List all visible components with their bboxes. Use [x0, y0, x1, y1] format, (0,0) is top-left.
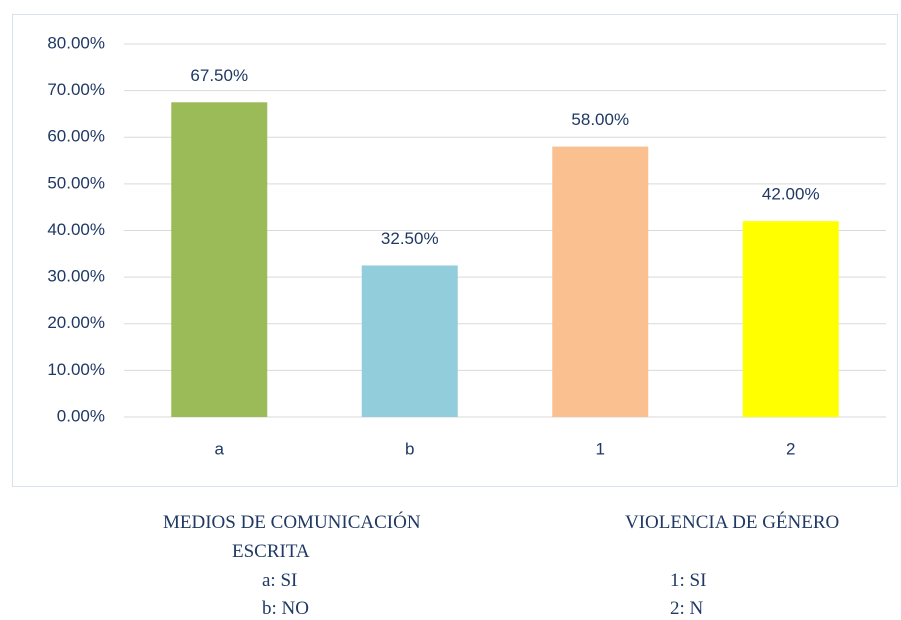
y-tick-label: 0.00% — [57, 406, 105, 425]
annotation: b: NO — [262, 598, 309, 619]
value-label: 58.00% — [571, 110, 629, 129]
chart: 0.00% 10.00% 20.00% 30.00% 40.00% 50.00% 60.00… — [12, 14, 898, 487]
value-label: 67.50% — [190, 66, 248, 85]
y-tick-label: 30.00% — [47, 267, 105, 286]
bar — [361, 265, 458, 417]
bar — [552, 146, 649, 417]
x-tick-label: 2 — [786, 439, 795, 458]
y-tick-label: 20.00% — [47, 313, 105, 332]
y-tick-label: 70.00% — [47, 80, 105, 99]
x-tick-label: 1 — [596, 439, 605, 458]
bar — [742, 221, 839, 417]
y-tick-label: 60.00% — [47, 127, 105, 146]
x-tick-label: a — [215, 439, 225, 458]
annotation: MEDIOS DE COMUNICACIÓN — [163, 512, 421, 533]
annotation: ESCRITA — [232, 541, 310, 562]
annotation: VIOLENCIA DE GÉNERO — [625, 512, 840, 533]
value-label: 42.00% — [762, 185, 820, 204]
y-tick-label: 40.00% — [47, 220, 105, 239]
value-label: 32.50% — [381, 229, 439, 248]
annotation: 1: SI — [670, 570, 707, 591]
bar — [171, 102, 268, 417]
y-tick-label: 80.00% — [47, 33, 105, 52]
y-tick-label: 10.00% — [47, 360, 105, 379]
x-tick-label: b — [405, 439, 414, 458]
y-tick-label: 50.00% — [47, 173, 105, 192]
annotation: a: SI — [262, 570, 298, 591]
annotation: 2: N — [670, 598, 704, 619]
